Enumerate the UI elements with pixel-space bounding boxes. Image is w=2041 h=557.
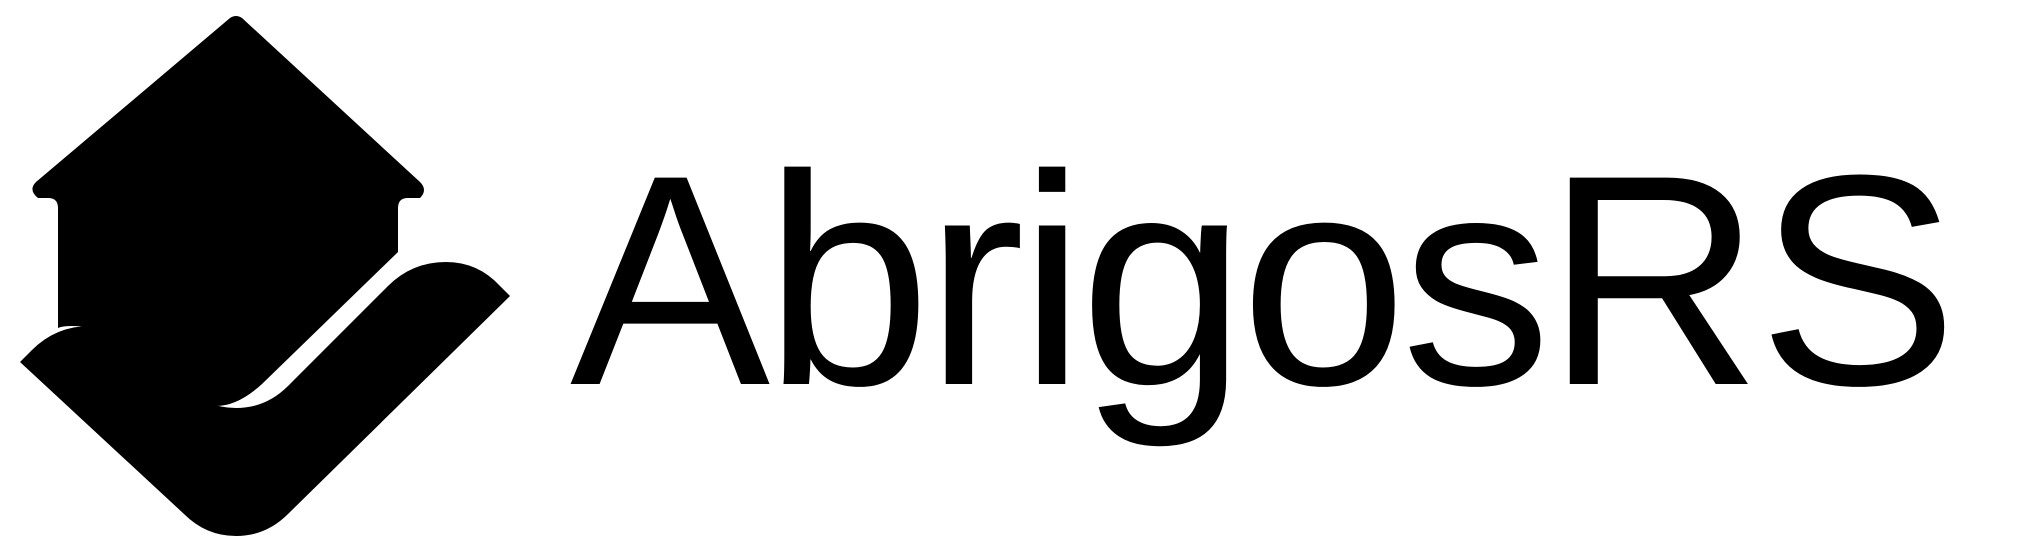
roof-shape (32, 16, 424, 406)
brand-name-suffix: RS (1545, 112, 1958, 448)
brand-name-main: Abrigos (570, 112, 1551, 448)
chevron-shape (20, 262, 510, 536)
house-roof-chevron-icon (20, 16, 510, 536)
brand-wordmark: AbrigosRS (570, 130, 1958, 430)
